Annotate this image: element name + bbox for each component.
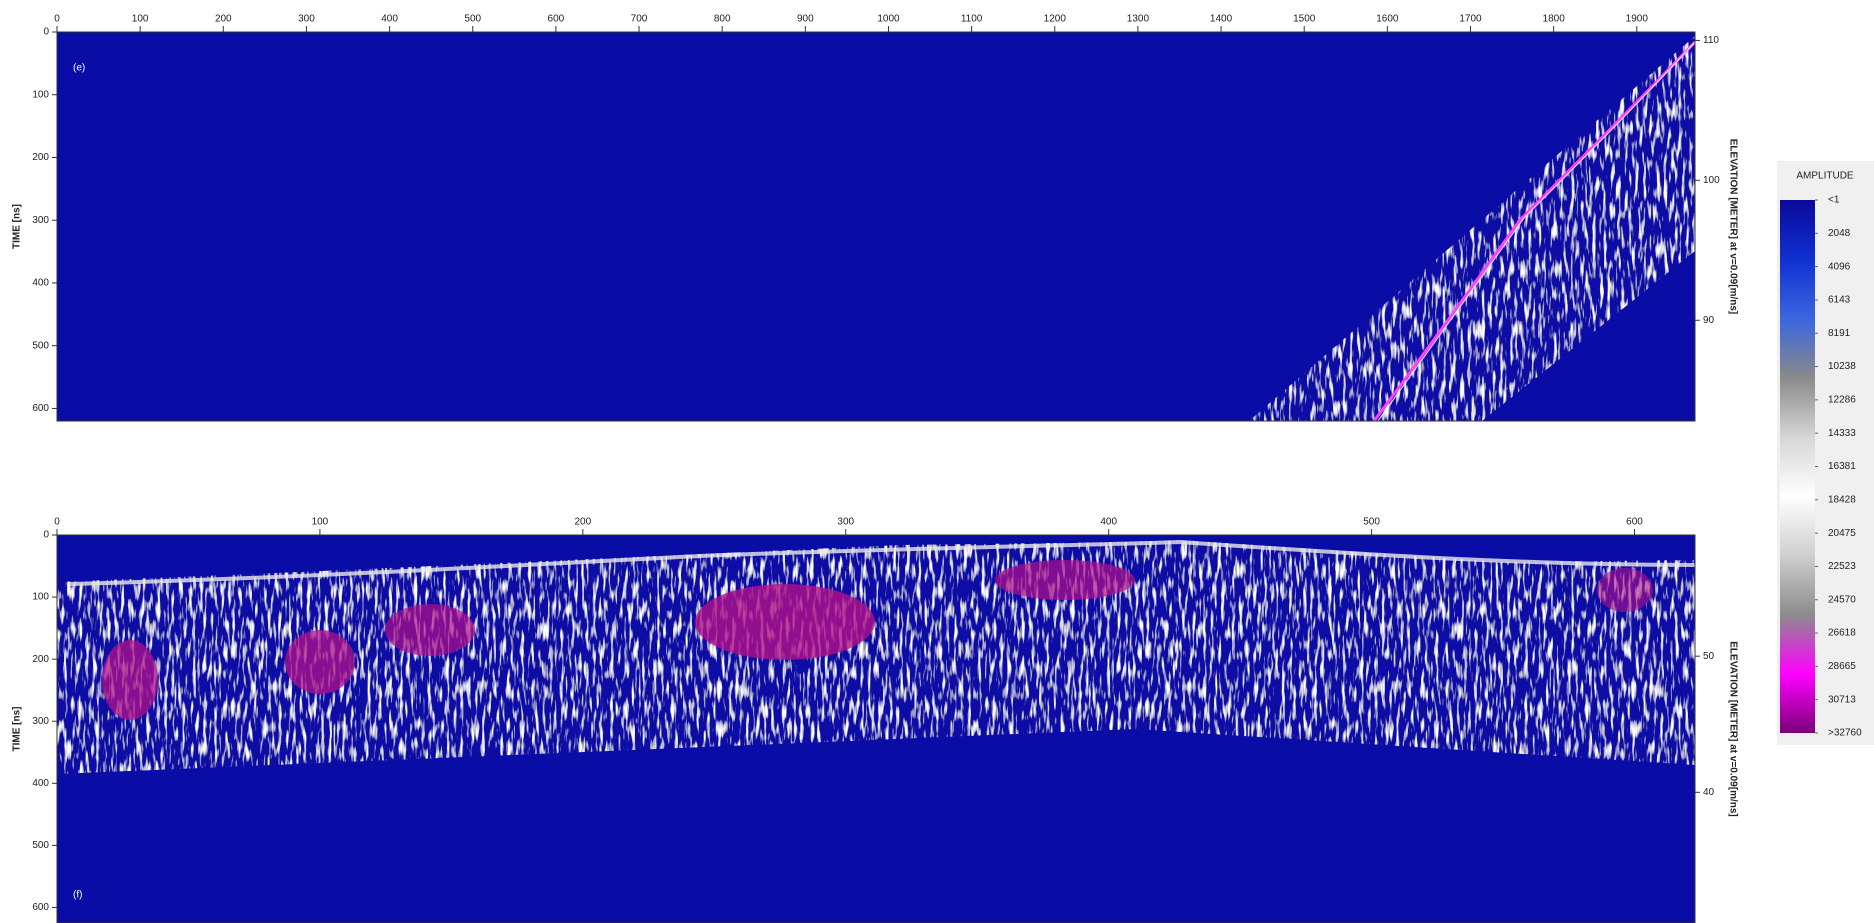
anomaly (285, 630, 355, 694)
y-axis-label: TIME [ns] (12, 204, 23, 249)
colorbar-title: AMPLITUDE (1796, 171, 1854, 182)
colorbar-scale (1780, 200, 1815, 733)
figure: 0100200300400500600700800900100011001200… (0, 0, 1874, 923)
x-tick-label: 1800 (1543, 14, 1566, 25)
y-tick-label: 600 (32, 403, 49, 414)
x-tick-label: 400 (1100, 517, 1117, 528)
x-tick-label: 500 (1363, 517, 1380, 528)
anomaly (102, 640, 158, 720)
colorbar-label: <1 (1828, 195, 1840, 206)
x-tick-label: 600 (1626, 517, 1643, 528)
y-tick-label: 500 (32, 340, 49, 351)
colorbar-label: 8191 (1828, 328, 1851, 339)
x-tick-label: 500 (464, 14, 481, 25)
panel-label: (f) (73, 890, 82, 901)
x-tick-label: 1600 (1376, 14, 1399, 25)
colorbar-label: >32760 (1828, 728, 1862, 739)
x-tick-label: 1000 (877, 14, 900, 25)
colorbar-label: 30713 (1828, 694, 1856, 705)
x-tick-label: 1300 (1127, 14, 1150, 25)
colorbar-label: 26618 (1828, 628, 1856, 639)
y-tick-label: 100 (32, 89, 49, 100)
colorbar-label: 24570 (1828, 594, 1856, 605)
x-tick-label: 800 (714, 14, 731, 25)
colorbar-label: 28665 (1828, 661, 1856, 672)
y-tick-label: 300 (32, 716, 49, 727)
x-tick-label: 700 (631, 14, 648, 25)
y-tick-label: 400 (32, 278, 49, 289)
colorbar-label: 14333 (1828, 428, 1856, 439)
x-tick-label: 0 (54, 517, 60, 528)
colorbar-label: 20475 (1828, 528, 1856, 539)
y-tick-label: 200 (32, 152, 49, 163)
x-tick-label: 300 (837, 517, 854, 528)
y2-tick-label: 100 (1703, 175, 1720, 186)
x-tick-label: 600 (548, 14, 565, 25)
anomaly (1597, 568, 1653, 612)
colorbar-label: 22523 (1828, 561, 1856, 572)
colorbar-label: 6143 (1828, 295, 1851, 306)
y-tick-label: 100 (32, 592, 49, 603)
x-tick-label: 0 (54, 14, 60, 25)
x-tick-label: 1100 (961, 14, 983, 25)
x-tick-label: 100 (132, 14, 149, 25)
y2-tick-label: 50 (1703, 651, 1715, 662)
anomaly (385, 604, 475, 656)
y-tick-label: 0 (43, 530, 49, 541)
y2-axis-label: ELEVATION [METER] at v=0.09[m/ns] (1727, 641, 1738, 817)
y-tick-label: 600 (32, 902, 49, 913)
backgrounds (57, 32, 1695, 923)
x-tick-label: 200 (574, 517, 591, 528)
x-tick-label: 1500 (1293, 14, 1316, 25)
colorbar-label: 16381 (1828, 461, 1856, 472)
x-tick-label: 300 (298, 14, 315, 25)
x-tick-label: 1400 (1210, 14, 1233, 25)
y-tick-label: 300 (32, 215, 49, 226)
x-tick-label: 200 (215, 14, 232, 25)
colorbar-label: 4096 (1828, 261, 1851, 272)
y2-axis-label: ELEVATION [METER] at v=0.09[m/ns] (1727, 139, 1738, 315)
x-tick-label: 1900 (1626, 14, 1649, 25)
anomaly (995, 560, 1135, 600)
y-tick-label: 500 (32, 840, 49, 851)
x-tick-label: 900 (797, 14, 814, 25)
y-tick-label: 200 (32, 654, 49, 665)
colorbar-label: 10238 (1828, 361, 1856, 372)
x-tick-label: 1700 (1459, 14, 1482, 25)
y-axis-label: TIME [ns] (12, 707, 23, 752)
y2-tick-label: 90 (1703, 315, 1715, 326)
colorbar-label: 18428 (1828, 494, 1856, 505)
y-tick-label: 0 (43, 27, 49, 38)
colorbar-label: 2048 (1828, 228, 1851, 239)
panel-label: (e) (73, 63, 85, 74)
colorbar-label: 12286 (1828, 395, 1856, 406)
colorbar: AMPLITUDE <1 2048 4096 6143 8191 10238 12286 143… (1777, 161, 1874, 745)
y2-tick-label: 40 (1703, 787, 1715, 798)
x-tick-label: 400 (381, 14, 398, 25)
x-tick-label: 100 (312, 517, 329, 528)
anomaly (695, 584, 875, 660)
radar-texture-f (57, 540, 1695, 774)
x-tick-label: 1200 (1044, 14, 1067, 25)
y-tick-label: 400 (32, 778, 49, 789)
y2-tick-label: 110 (1703, 35, 1719, 46)
